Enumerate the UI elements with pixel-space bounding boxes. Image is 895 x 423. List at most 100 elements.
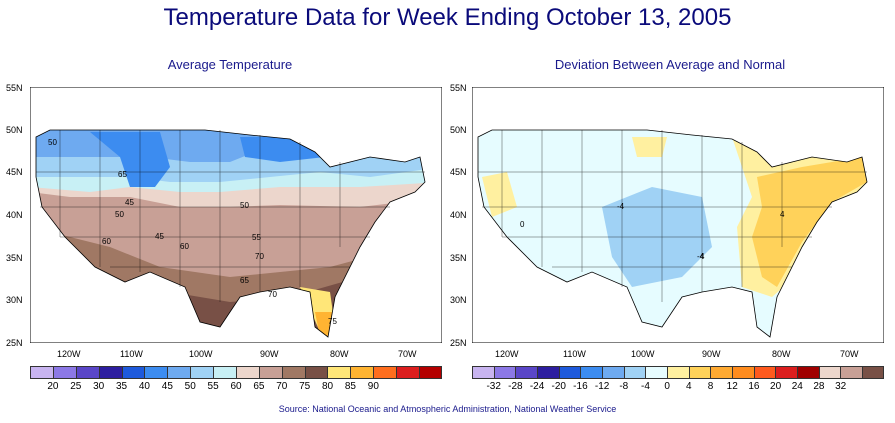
avg-temperature-map-svg: 50 45 50 45 60 55 65 70 65 70 60 75 50 xyxy=(29,86,443,344)
legend-swatch xyxy=(75,366,99,379)
lon-label: 90W xyxy=(702,349,721,359)
legend-swatch xyxy=(190,366,213,379)
lat-label: 35N xyxy=(6,253,23,263)
legend-swatch xyxy=(327,366,351,379)
contour-label: 0 xyxy=(520,220,525,229)
deviation-legend xyxy=(472,366,884,379)
contour-label: 75 xyxy=(328,317,337,326)
legend-label: -8 xyxy=(619,381,629,392)
contour-label: -4 xyxy=(617,202,625,211)
legend-swatch xyxy=(688,366,711,379)
lat-label: 25N xyxy=(6,338,23,348)
lat-label: 45N xyxy=(6,167,23,177)
lat-label: 25N xyxy=(450,338,467,348)
contour-label: 45 xyxy=(125,198,134,207)
contour-label: 45 xyxy=(155,232,164,241)
legend-label: 20 xyxy=(47,381,59,392)
legend-swatch xyxy=(558,366,581,379)
legend-swatch xyxy=(710,366,733,379)
legend-label: -32 xyxy=(486,381,501,392)
legend-swatch xyxy=(418,366,442,379)
lat-label: 50N xyxy=(450,125,467,135)
legend-label: 60 xyxy=(230,381,242,392)
lat-label: 55N xyxy=(6,83,23,93)
legend-swatch xyxy=(258,366,282,379)
legend-swatch xyxy=(667,366,689,379)
lat-label: 30N xyxy=(450,295,467,305)
legend-swatch xyxy=(350,366,374,379)
legend-label: -16 xyxy=(573,381,588,392)
map-subtitle-avg: Average Temperature xyxy=(167,57,293,72)
legend-swatch xyxy=(30,366,53,379)
legend-label: 55 xyxy=(207,381,219,392)
legend-label: 12 xyxy=(726,381,738,392)
legend-swatch xyxy=(144,366,168,379)
lon-label: 120W xyxy=(57,349,81,359)
lat-label: 35N xyxy=(450,253,467,263)
contour-label: 70 xyxy=(268,290,277,299)
legend-label: 90 xyxy=(367,381,379,392)
contour-label: 4 xyxy=(780,210,785,219)
lon-label: 80W xyxy=(772,349,791,359)
legend-label: 45 xyxy=(161,381,173,392)
contour-label: 4 xyxy=(700,252,705,261)
legend-swatch xyxy=(775,366,798,379)
contour-label: -4 xyxy=(697,252,705,261)
map-subtitle-deviation: Deviation Between Average and Normal xyxy=(554,57,786,72)
legend-label: 0 xyxy=(664,381,670,392)
deviation-map-svg: 0 -4 4 4 -4 xyxy=(471,86,885,344)
legend-label: 28 xyxy=(813,381,825,392)
legend-label: -24 xyxy=(529,381,545,392)
legend-swatch xyxy=(493,366,516,379)
lon-label: 70W xyxy=(398,349,417,359)
legend-swatch xyxy=(121,366,145,379)
lon-label: 110W xyxy=(563,349,586,359)
legend-label: 40 xyxy=(138,381,150,392)
legend-swatch xyxy=(862,366,884,379)
contour-label: 60 xyxy=(180,242,189,251)
legend-label: 70 xyxy=(276,381,288,392)
source-note: Source: National Oceanic and Atmospheric… xyxy=(278,404,617,414)
legend-label: 4 xyxy=(686,381,692,392)
contour-label: 65 xyxy=(240,276,249,285)
legend-swatch xyxy=(373,366,396,379)
legend-swatch xyxy=(304,366,328,379)
legend-label: 32 xyxy=(835,381,847,392)
lon-label: 80W xyxy=(330,349,349,359)
lat-label: 40N xyxy=(6,210,23,220)
legend-swatch xyxy=(213,366,236,379)
legend-swatch xyxy=(602,366,624,379)
legend-label: 16 xyxy=(748,381,760,392)
legend-swatch xyxy=(623,366,646,379)
contour-label: 50 xyxy=(48,138,57,147)
lon-label: 120W xyxy=(495,349,519,359)
page-title: Temperature Data for Week Ending October… xyxy=(163,4,732,31)
legend-swatch xyxy=(537,366,559,379)
avg-temperature-map: 50 45 50 45 60 55 65 70 65 70 60 75 50 xyxy=(29,86,443,344)
legend-swatch xyxy=(840,366,863,379)
lat-label: 30N xyxy=(6,295,23,305)
legend-swatch xyxy=(235,366,259,379)
legend-label: 80 xyxy=(321,381,334,392)
avg-temperature-legend xyxy=(30,366,442,379)
legend-swatch xyxy=(753,366,776,379)
contour-label: 50 xyxy=(115,210,124,219)
legend-label: 8 xyxy=(707,381,714,392)
legend-label: 30 xyxy=(93,381,105,392)
legend-label: 75 xyxy=(299,381,311,392)
legend-swatch xyxy=(515,366,538,379)
legend-label: 65 xyxy=(253,381,265,392)
legend-swatch xyxy=(645,366,668,379)
legend-swatch xyxy=(52,366,76,379)
legend-label: -12 xyxy=(594,381,610,392)
legend-label: 20 xyxy=(770,381,782,392)
legend-label: 25 xyxy=(70,381,82,392)
lon-label: 70W xyxy=(840,349,859,359)
legend-swatch xyxy=(818,366,841,379)
deviation-map: 0 -4 4 4 -4 xyxy=(471,86,885,344)
contour-label: 55 xyxy=(252,233,261,242)
legend-label: -28 xyxy=(508,381,523,392)
legend-swatch xyxy=(472,366,494,379)
contour-label: 70 xyxy=(255,252,264,261)
contour-label: 50 xyxy=(240,201,249,210)
